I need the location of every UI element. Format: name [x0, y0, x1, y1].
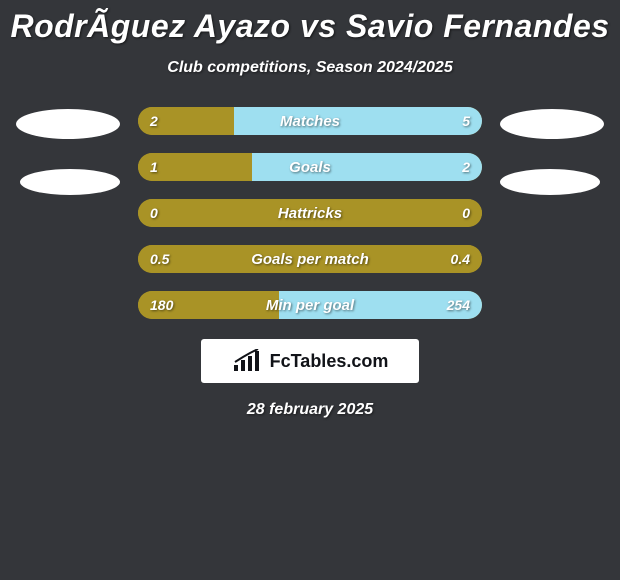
brand-box[interactable]: FcTables.com — [201, 339, 419, 383]
stat-right-value: 2 — [462, 153, 470, 181]
date-line: 28 february 2025 — [0, 401, 620, 419]
stat-bar: Min per goal180 254 — [138, 291, 482, 319]
stat-right-value: 0.4 — [451, 245, 470, 273]
stat-bar: Goals1 2 — [138, 153, 482, 181]
stats-bars: Matches25Goals12Hattricks00Goals per mat… — [138, 107, 482, 319]
stat-label: Goals per match — [138, 245, 482, 273]
stat-right-value: 0 — [462, 199, 470, 227]
subtitle: Club competitions, Season 2024/2025 — [0, 59, 620, 77]
right-player-avatar-1 — [500, 109, 604, 139]
stat-bar: Hattricks0 0 — [138, 199, 482, 227]
stat-left-value: 2 — [150, 107, 158, 135]
stat-label: Min per goal — [138, 291, 482, 319]
brand-label: FcTables.com — [270, 351, 389, 372]
stat-left-value: 1 — [150, 153, 158, 181]
stat-bar: Goals per match0.5 0.4 — [138, 245, 482, 273]
right-player-column — [500, 107, 612, 195]
stat-right-value: 254 — [447, 291, 470, 319]
stat-left-value: 180 — [150, 291, 173, 319]
stat-left-value: 0 — [150, 199, 158, 227]
stat-label: Matches — [138, 107, 482, 135]
stat-right-value: 5 — [462, 107, 470, 135]
stat-bar: Matches2 5 — [138, 107, 482, 135]
left-player-avatar-1 — [16, 109, 120, 139]
brand-chart-icon — [232, 349, 264, 373]
stat-left-value: 0.5 — [150, 245, 169, 273]
comparison-row: Matches25Goals12Hattricks00Goals per mat… — [0, 107, 620, 319]
left-player-avatar-2 — [20, 169, 120, 195]
left-player-column — [8, 107, 120, 195]
page-title: RodrÃ­guez Ayazo vs Savio Fernandes — [0, 0, 620, 45]
stat-label: Hattricks — [138, 199, 482, 227]
stat-label: Goals — [138, 153, 482, 181]
right-player-avatar-2 — [500, 169, 600, 195]
